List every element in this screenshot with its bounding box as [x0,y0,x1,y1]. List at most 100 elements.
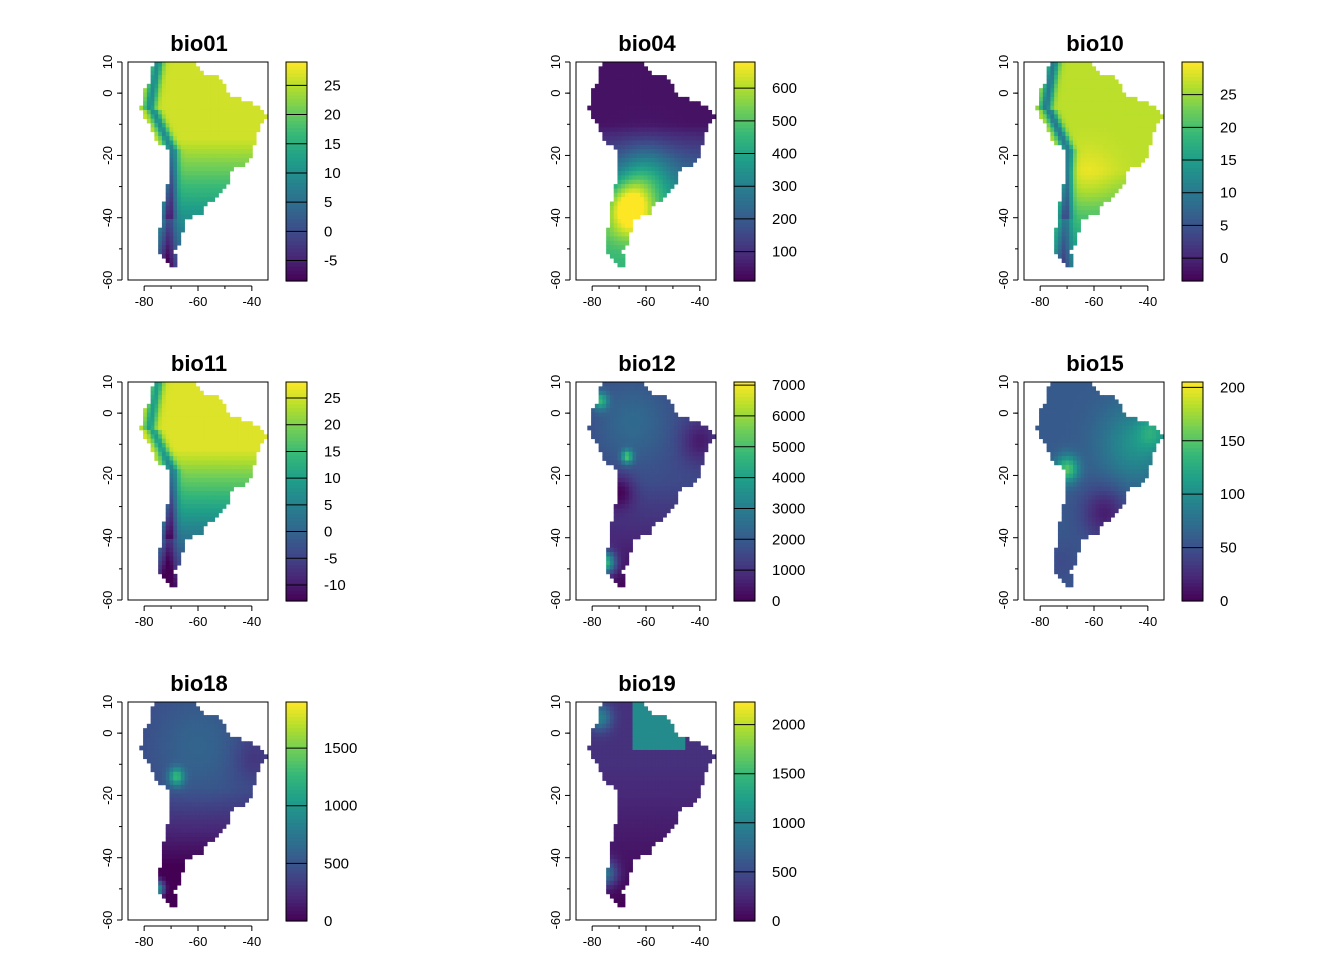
legend-swatch [734,80,755,85]
raster-cell [1114,175,1119,181]
raster-cell [632,421,637,426]
raster-cell [666,403,671,409]
raster-cell [1057,118,1063,124]
legend-swatch [286,156,307,162]
raster-cell [1148,136,1153,141]
raster-cell [207,192,212,198]
raster-cell [180,390,185,396]
raster-cell [621,582,626,588]
raster-cell [674,171,679,176]
raster-cell [666,491,671,496]
raster-cell [1148,434,1153,440]
raster-cell [613,210,618,215]
raster-cell [1069,218,1074,224]
raster-cell [692,477,698,483]
raster-cell [1129,118,1134,124]
raster-cell [602,83,607,89]
raster-cell [1069,153,1074,159]
raster-cell [210,75,216,80]
raster-cell [681,438,686,444]
raster-cell [636,105,641,111]
raster-cell [621,517,626,522]
raster-cell [1110,188,1115,194]
raster-cell [651,517,656,522]
raster-cell [628,482,633,488]
raster-cell [173,403,178,409]
raster-cell [173,451,178,457]
raster-cell [1088,443,1093,448]
raster-cell [1065,105,1070,111]
raster-cell [1061,205,1066,211]
raster-cell [666,105,671,111]
raster-cell [222,443,227,448]
legend-swatch [286,167,307,173]
raster-cell [177,482,182,488]
raster-cell [594,83,600,89]
raster-cell [184,175,189,181]
raster-cell [591,109,596,115]
raster-cell [1080,149,1085,154]
raster-cell [1065,166,1070,172]
raster-cell [609,403,615,409]
raster-cell [214,162,219,168]
raster-cell [636,525,641,531]
raster-cell [143,412,148,418]
raster-cell [218,412,223,418]
raster-cell [1152,429,1157,435]
raster-cell [233,105,238,111]
legend-swatch [734,145,755,151]
raster-cell [621,456,626,461]
raster-cell [591,92,596,98]
raster-cell [1054,429,1059,435]
raster-cell [1091,109,1097,115]
raster-cell [1118,88,1123,93]
raster-cell [1065,232,1070,237]
raster-cell [177,547,182,553]
raster-cell [1129,421,1134,426]
raster-cell [658,75,664,80]
raster-cell [655,188,660,194]
raster-cell [195,512,201,518]
raster-cell [666,464,671,470]
raster-cell [244,136,250,141]
raster-cell [195,70,201,76]
raster-cell [707,109,713,115]
raster-cell [606,240,611,246]
raster-cell [180,399,185,405]
raster-cell [636,197,641,202]
raster-cell [647,429,652,435]
raster-cell [1110,403,1115,409]
raster-cell [1122,162,1127,168]
raster-cell [154,456,159,461]
raster-cell [609,218,615,224]
raster-cell [598,109,603,115]
raster-cell [628,429,633,435]
raster-cell [1084,70,1089,76]
raster-cell [1106,123,1112,128]
raster-cell [625,395,630,400]
legend-swatch [734,407,755,412]
raster-cell [617,153,622,159]
raster-cell [647,464,652,470]
raster-cell [1080,92,1085,98]
raster-cell [655,499,660,505]
raster-cell [233,118,238,124]
raster-cell [640,434,645,440]
raster-cell [662,403,667,409]
raster-cell [188,434,193,440]
raster-cell [640,109,645,115]
raster-cell [666,499,671,505]
raster-cell [192,88,197,93]
raster-cell [636,210,641,215]
raster-cell [184,144,189,150]
raster-cell [625,538,630,544]
raster-cell [1054,425,1059,431]
raster-cell [1050,79,1055,85]
raster-cell [617,232,622,237]
raster-cell [154,447,159,453]
raster-cell [169,70,174,76]
raster-cell [1076,443,1081,448]
raster-cell [1057,109,1063,115]
raster-cell [207,504,212,509]
